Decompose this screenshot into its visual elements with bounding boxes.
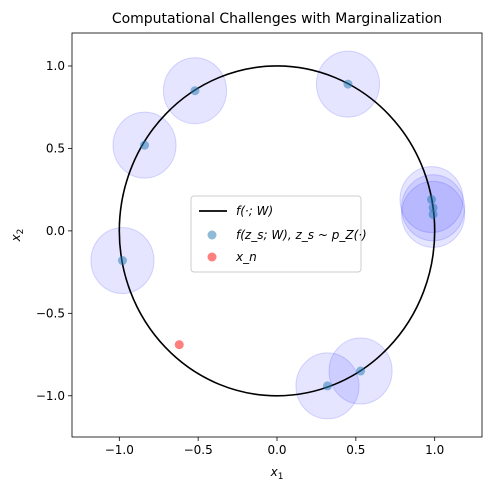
legend-label-samples: f(z_s; W), z_s ~ p_Z(·) <box>236 228 367 242</box>
sample-point-3 <box>117 256 127 266</box>
legend-label-xn: x_n <box>235 250 257 264</box>
sample-point-4 <box>427 195 437 205</box>
y-tick-label: 0.5 <box>46 141 65 155</box>
x-tick-label: −0.5 <box>184 443 213 457</box>
x-axis-label-subscript: 1 <box>278 472 284 482</box>
x-tick-label: 0.0 <box>267 443 286 457</box>
y-tick-label: 0.0 <box>46 224 65 238</box>
legend: f(·; W) f(z_s; W), z_s ~ p_Z(·) x_n <box>190 195 367 273</box>
y-tick-label: −1.0 <box>36 389 65 403</box>
sample-point-7 <box>356 366 366 376</box>
legend-label-curve: f(·; W) <box>236 204 273 218</box>
x-tick-label: 0.5 <box>346 443 365 457</box>
sample-point-1 <box>343 79 353 89</box>
sample-point-5 <box>428 203 438 213</box>
sample-point-0 <box>190 86 200 96</box>
sample-point-8 <box>322 381 332 391</box>
x-axis-label: x1 <box>270 465 284 482</box>
sample-point-6 <box>428 209 438 219</box>
xn-point-0 <box>174 340 184 350</box>
x-axis: −1.0 −0.5 0.0 0.5 1.0 <box>105 437 444 457</box>
x-tick-label: −1.0 <box>105 443 134 457</box>
plot-area <box>71 32 483 438</box>
x-tick-label: 1.0 <box>425 443 444 457</box>
y-tick-label: −0.5 <box>36 306 65 320</box>
legend-box <box>190 195 362 273</box>
y-tick-label: 1.0 <box>46 59 65 73</box>
chart-title: Computational Challenges with Marginaliz… <box>112 11 442 27</box>
series-curve-unit-circle <box>118 65 436 397</box>
y-axis-label-subscript: 2 <box>16 229 26 235</box>
legend-swatch-samples <box>207 230 217 240</box>
legend-swatch-xn <box>207 252 217 262</box>
y-axis: −1.0 −0.5 0.0 0.5 1.0 <box>36 59 72 403</box>
sample-point-2 <box>140 140 150 150</box>
y-axis-label: x2 <box>9 229 26 243</box>
